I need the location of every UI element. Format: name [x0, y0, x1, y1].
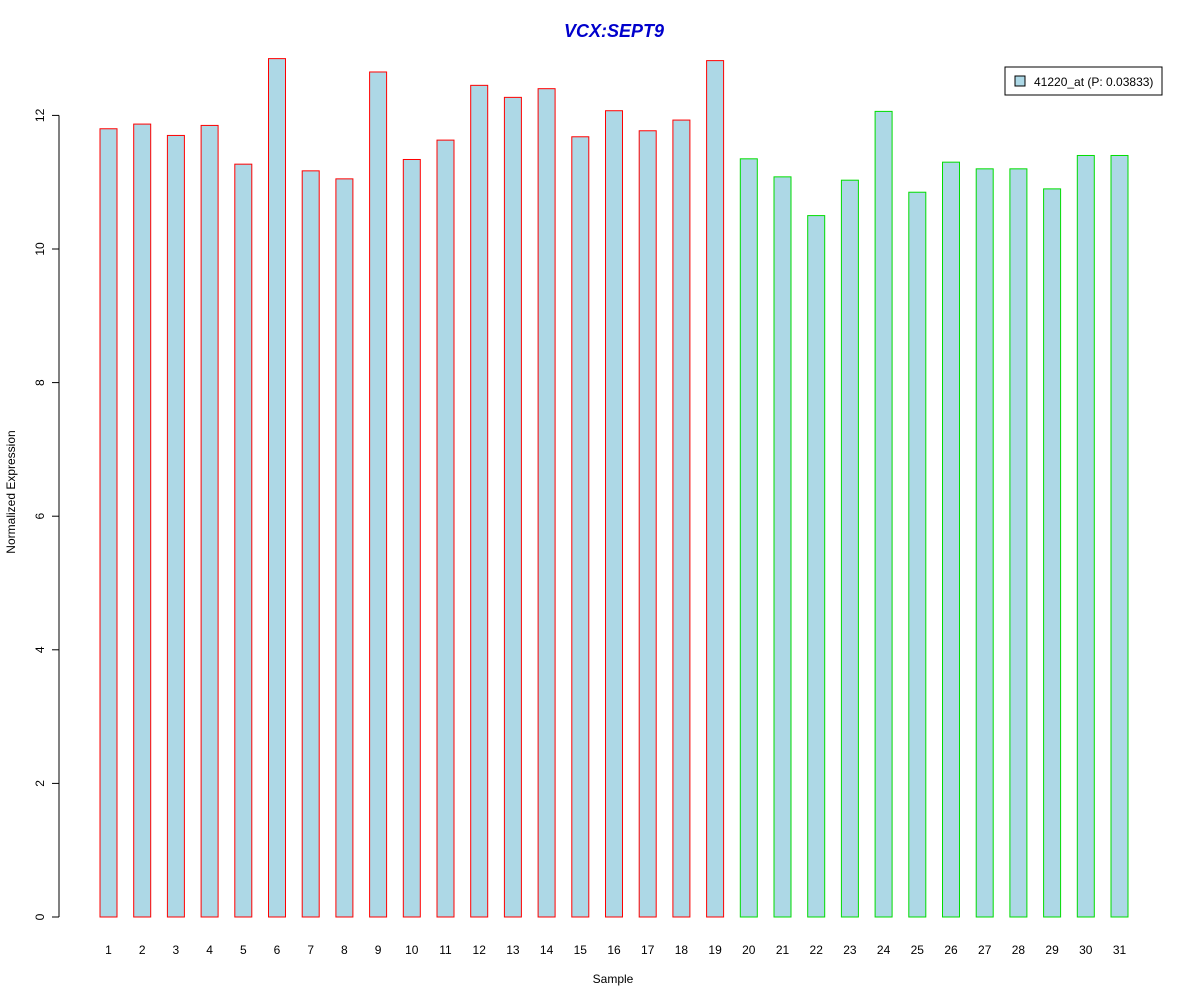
- x-tick-label: 27: [978, 943, 992, 957]
- x-tick-labels: 1 2 3 4 5 6 7 8 9 10 11 12 13 14 15 16 17 18 19 20 21 22 23 24 2…: [105, 943, 1126, 957]
- x-tick-label: 16: [607, 943, 621, 957]
- x-tick-label: 23: [843, 943, 857, 957]
- bar: [369, 71, 388, 918]
- x-tick-label: 8: [341, 943, 348, 957]
- legend-swatch: [1014, 75, 1026, 87]
- x-axis-title: Sample: [593, 972, 634, 986]
- legend: 41220_at (P: 0.03833): [1004, 66, 1163, 96]
- x-tick-label: 10: [405, 943, 419, 957]
- bar: [268, 58, 286, 918]
- x-tick-label: 28: [1012, 943, 1026, 957]
- x-tick-label: 14: [540, 943, 554, 957]
- bar: [942, 161, 960, 918]
- x-tick-label: 26: [944, 943, 958, 957]
- bar: [402, 158, 421, 918]
- bar: [571, 136, 590, 918]
- x-tick-label: 13: [506, 943, 520, 957]
- y-tick-label: 0: [33, 913, 47, 920]
- x-tick-label: 24: [877, 943, 891, 957]
- x-tick-label: 20: [742, 943, 756, 957]
- y-tick-label: 6: [33, 513, 47, 520]
- x-tick-label: 15: [574, 943, 588, 957]
- bar: [975, 168, 994, 918]
- bar: [470, 84, 489, 918]
- bar: [234, 163, 253, 918]
- bar: [840, 179, 859, 918]
- legend-box: [1004, 66, 1163, 96]
- x-tick-label: 7: [307, 943, 314, 957]
- x-tick-label: 5: [240, 943, 247, 957]
- bar: [672, 119, 691, 918]
- y-tick-label: 10: [33, 242, 47, 256]
- x-tick-label: 18: [675, 943, 689, 957]
- bar: [1076, 154, 1095, 918]
- bar: [1110, 154, 1129, 918]
- x-tick-label: 29: [1045, 943, 1059, 957]
- bar: [1043, 188, 1062, 918]
- bar: [200, 124, 219, 918]
- y-axis: 0 2 4 6 8 10 12: [33, 108, 60, 920]
- x-tick-label: 2: [139, 943, 146, 957]
- y-tick-label: 2: [33, 780, 47, 787]
- bar: [301, 170, 320, 918]
- x-tick-label: 12: [473, 943, 487, 957]
- x-tick-label: 11: [439, 943, 452, 957]
- x-tick-label: 25: [911, 943, 925, 957]
- bar: [706, 60, 725, 918]
- bar: [908, 191, 927, 918]
- x-tick-label: 22: [810, 943, 824, 957]
- x-tick-label: 21: [776, 943, 790, 957]
- y-tick-label: 12: [33, 108, 47, 122]
- y-tick-label: 4: [33, 646, 47, 653]
- bar: [166, 134, 185, 918]
- x-tick-label: 1: [105, 943, 112, 957]
- x-tick-label: 9: [375, 943, 382, 957]
- bar: [638, 130, 657, 918]
- bar: [133, 123, 152, 918]
- bar: [503, 96, 522, 918]
- x-tick-label: 31: [1113, 943, 1127, 957]
- bar: [1009, 168, 1028, 918]
- bar: [807, 215, 826, 918]
- legend-label: 41220_at (P: 0.03833): [1034, 75, 1153, 89]
- bar: [739, 158, 758, 918]
- x-tick-label: 3: [173, 943, 180, 957]
- x-tick-label: 19: [708, 943, 722, 957]
- x-tick-label: 6: [274, 943, 281, 957]
- x-tick-label: 17: [641, 943, 655, 957]
- bar: [537, 88, 556, 918]
- bar: [436, 139, 455, 918]
- x-tick-label: 30: [1079, 943, 1093, 957]
- x-tick-label: 4: [206, 943, 213, 957]
- y-axis-title: Normalized Expression: [4, 430, 18, 553]
- bar: [99, 128, 118, 918]
- y-tick-label: 8: [33, 379, 47, 386]
- bar: [874, 110, 893, 918]
- bars-group: [99, 58, 1129, 918]
- bar: [335, 178, 354, 918]
- chart-title: VCX:SEPT9: [564, 21, 664, 41]
- bar: [773, 176, 792, 918]
- bar: [605, 110, 623, 918]
